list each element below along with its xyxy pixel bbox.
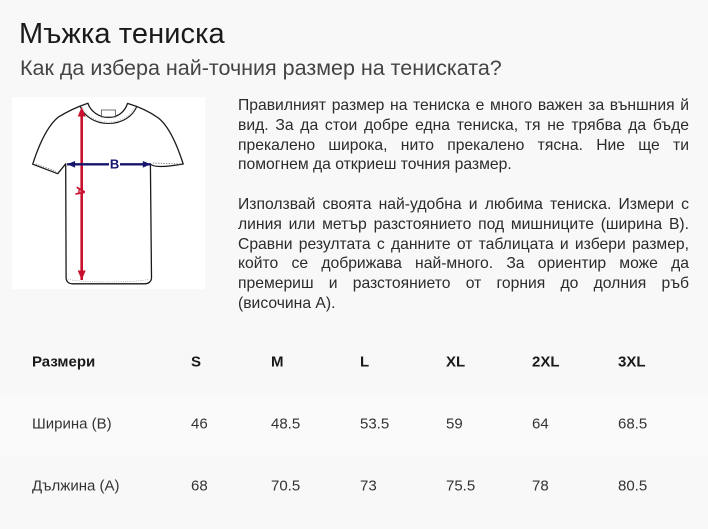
svg-text:B: B bbox=[110, 157, 119, 172]
